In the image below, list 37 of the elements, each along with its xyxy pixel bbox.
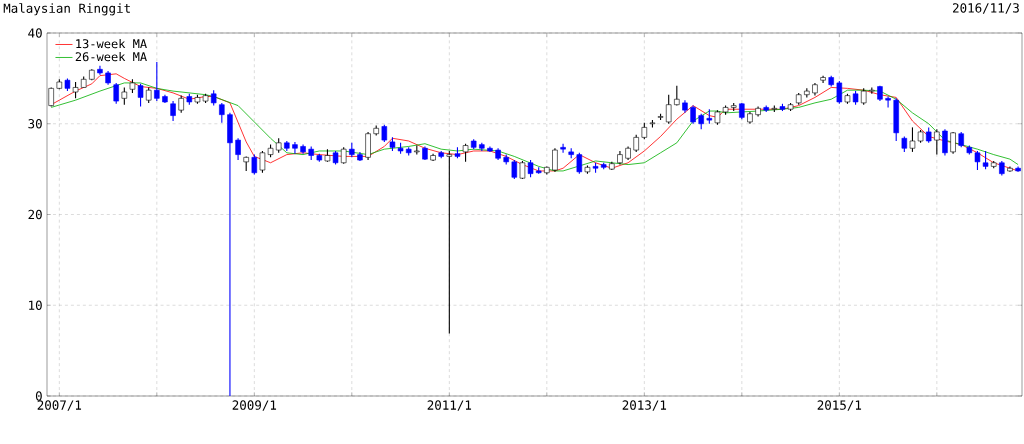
candlestick [235, 137, 241, 161]
candlestick [942, 128, 948, 157]
y-tick-label: 0 [35, 391, 42, 401]
y-tick-label: 40 [28, 28, 42, 38]
x-tick-label: 2015/1 [817, 400, 862, 411]
y-tick-label: 20 [28, 209, 42, 220]
candlestick [576, 152, 583, 175]
x-tick-label: 2009/1 [232, 400, 277, 411]
candlestick [446, 150, 453, 334]
candlestick [137, 83, 144, 108]
candlestick [560, 143, 566, 154]
candlestick [227, 112, 233, 397]
candlestick [170, 100, 176, 122]
y-tick-label: 30 [28, 119, 42, 129]
candlestick [934, 128, 940, 156]
candlestick [690, 105, 696, 125]
x-tick-label: 2007/1 [37, 400, 82, 411]
x-tick-label: 2013/1 [622, 400, 667, 411]
candlestick [113, 82, 119, 105]
candlestick [665, 94, 672, 125]
candlestick [836, 80, 843, 105]
candlestick [292, 141, 298, 155]
text: 2016/11/3 [953, 3, 1019, 14]
candlestick [219, 102, 225, 124]
legend-label: 26-week MA [75, 51, 147, 62]
candlestick [251, 154, 258, 176]
legend-label: 13-week MA [76, 38, 147, 49]
x-tick-label: 2011/1 [427, 400, 472, 411]
candlestick [511, 159, 518, 180]
candlestick [674, 85, 680, 107]
candlestick [365, 131, 371, 161]
candlestick [154, 61, 160, 102]
y-tick-label: 10 [29, 300, 42, 310]
candlestick [462, 143, 469, 163]
chart-title: Malaysian Ringgit [3, 3, 130, 16]
candlestick [885, 95, 891, 108]
candlestick [552, 147, 558, 173]
